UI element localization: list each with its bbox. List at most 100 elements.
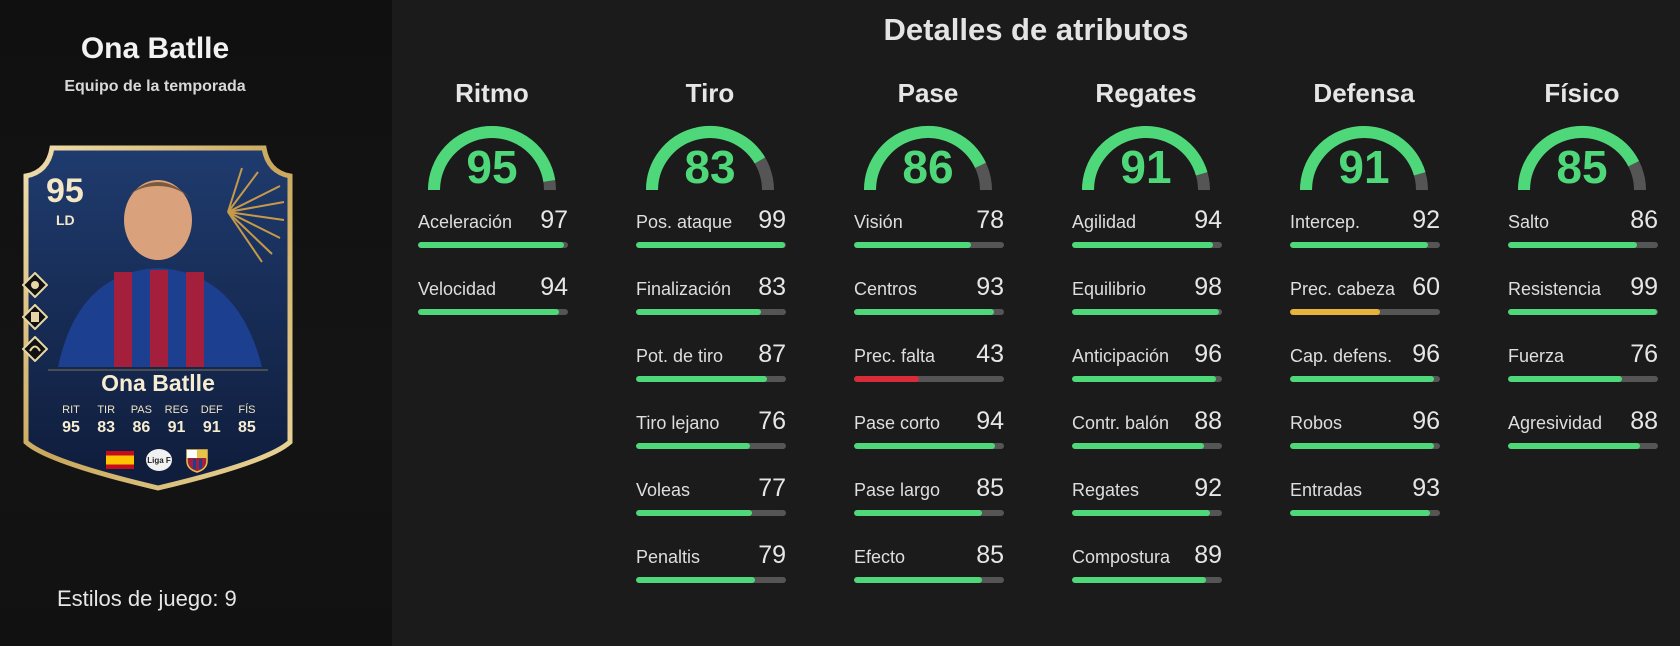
attribute-bar [1290,242,1440,248]
attribute-bar-fill [636,309,761,315]
attribute-row: Salto 86 [1500,204,1664,271]
attribute-bar [418,309,568,315]
category-name: Regates [1095,78,1197,108]
attribute-bar-fill [1072,309,1219,315]
attribute-bar [636,242,786,248]
gauge-arc [646,126,774,191]
attribute-name: Finalización [636,279,732,299]
attribute-bar [1508,443,1658,449]
attribute-name: Entradas [1290,480,1363,500]
attribute-row: Intercep. 92 [1282,204,1446,271]
player-name: Ona Batlle [80,32,230,65]
card-stat: TIR 83 [89,404,123,437]
attribute-value: 98 [1194,273,1222,301]
attribute-bar-fill [1508,443,1640,449]
attribute-bar [1072,510,1222,516]
attribute-bar [1072,309,1222,315]
attribute-bar-fill [1072,376,1216,382]
attribute-row: Efecto 85 [846,539,1010,606]
category-value: 95 [466,141,518,193]
card-stat-label: TIR [97,404,116,416]
attribute-value: 89 [1194,541,1222,569]
gauge-fill [1300,126,1426,191]
card-badges: Liga F [106,447,210,473]
attribute-bar-fill [1072,577,1206,583]
attribute-name: Anticipación [1072,346,1170,366]
attribute-bar [636,309,786,315]
card-stat-value: 86 [132,419,151,436]
attribute-row: Velocidad 94 [410,271,574,338]
attribute-row: Pot. de tiro 87 [628,338,792,405]
attribute-name: Visión [854,212,903,232]
playstyle-icon [22,304,48,330]
card-stat-label: FÍS [238,404,256,416]
attribute-bar-fill [1290,376,1434,382]
gauge-fill [428,126,556,191]
category-name: Pase [897,78,959,108]
attribute-row: Regates 92 [1064,472,1228,539]
attribute-name: Fuerza [1508,346,1565,366]
category-5: Físico 85 Salto 86 Resistencia 99 Fuerza 76 Agre… [1500,78,1664,472]
player-card[interactable]: 95 LD Ona Batlle RIT 95 TIR 83 PAS [18,142,298,492]
card-stats: RIT 95 TIR 83 PAS 86 REG 91 DEF 91 FÍS 8… [54,404,264,437]
attribute-value: 88 [1630,407,1658,435]
card-stat: REG 91 [160,404,194,437]
attribute-bar [636,510,786,516]
category-2: Pase 86 Visión 78 Centros 93 Prec. falta 43 Pase… [846,78,1010,606]
attribute-value: 93 [976,273,1004,301]
attribute-bar-fill [1290,443,1434,449]
gauge-arc [1300,126,1428,191]
attribute-bar-fill [854,577,982,583]
card-stat-value: 95 [62,419,80,436]
attribute-bar [1290,309,1440,315]
attribute-bar [1072,443,1222,449]
gauge-fill [1518,126,1640,191]
card-stat-label: RIT [62,404,80,416]
category-gauge: 91 [1064,124,1228,204]
category-value: 85 [1556,141,1608,193]
attribute-row: Equilibrio 98 [1064,271,1228,338]
attribute-row: Centros 93 [846,271,1010,338]
attribute-name: Cap. defens. [1290,346,1393,366]
category-3: Regates 91 Agilidad 94 Equilibrio 98 Anticipac… [1064,78,1228,606]
card-stat-label: DEF [200,404,223,416]
page-title: Detalles de atributos [883,12,1189,47]
attribute-name: Pase largo [854,480,941,500]
card-stat-label: PAS [130,404,152,416]
attribute-bar [1290,376,1440,382]
gauge-fill [646,126,766,191]
attribute-name: Tiro lejano [636,413,720,433]
attribute-value: 94 [976,407,1004,435]
attribute-bar [1290,443,1440,449]
attribute-value: 76 [758,407,786,435]
attribute-name: Aceleración [418,212,513,232]
attribute-row: Visión 78 [846,204,1010,271]
category-gauge: 95 [410,124,574,204]
category-value: 91 [1338,141,1390,193]
attribute-name: Robos [1290,413,1343,433]
playstyles-count: Estilos de juego: 9 [57,586,237,611]
attribute-row: Penaltis 79 [628,539,792,606]
category-value: 91 [1120,141,1172,193]
attribute-value: 83 [758,273,786,301]
attribute-bar-fill [1072,242,1213,248]
gauge-arc [1518,126,1646,191]
gauge-arc [1082,126,1210,191]
attribute-bar-fill [636,510,752,516]
attribute-row: Robos 96 [1282,405,1446,472]
card-stat-label: REG [164,404,189,416]
attribute-row: Prec. cabeza 60 [1282,271,1446,338]
attribute-name: Equilibrio [1072,279,1147,299]
attribute-bar-fill [1290,510,1430,516]
attribute-value: 86 [1630,206,1658,234]
card-player-name: Ona Batlle [101,370,215,396]
gauge-arc [864,126,992,191]
attribute-name: Contr. balón [1072,413,1170,433]
attribute-value: 92 [1412,206,1440,234]
card-stat: PAS 86 [124,404,158,437]
club-crest-icon [186,449,208,473]
attribute-row: Resistencia 99 [1500,271,1664,338]
attribute-row: Compostura 89 [1064,539,1228,606]
attribute-bar-fill [636,242,785,248]
attribute-row: Prec. falta 43 [846,338,1010,405]
